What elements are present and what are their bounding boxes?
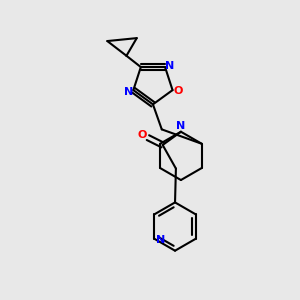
Text: O: O: [138, 130, 147, 140]
Text: N: N: [176, 121, 185, 131]
Text: N: N: [165, 61, 175, 70]
Text: N: N: [124, 87, 133, 97]
Text: O: O: [174, 86, 183, 96]
Text: N: N: [156, 235, 165, 245]
